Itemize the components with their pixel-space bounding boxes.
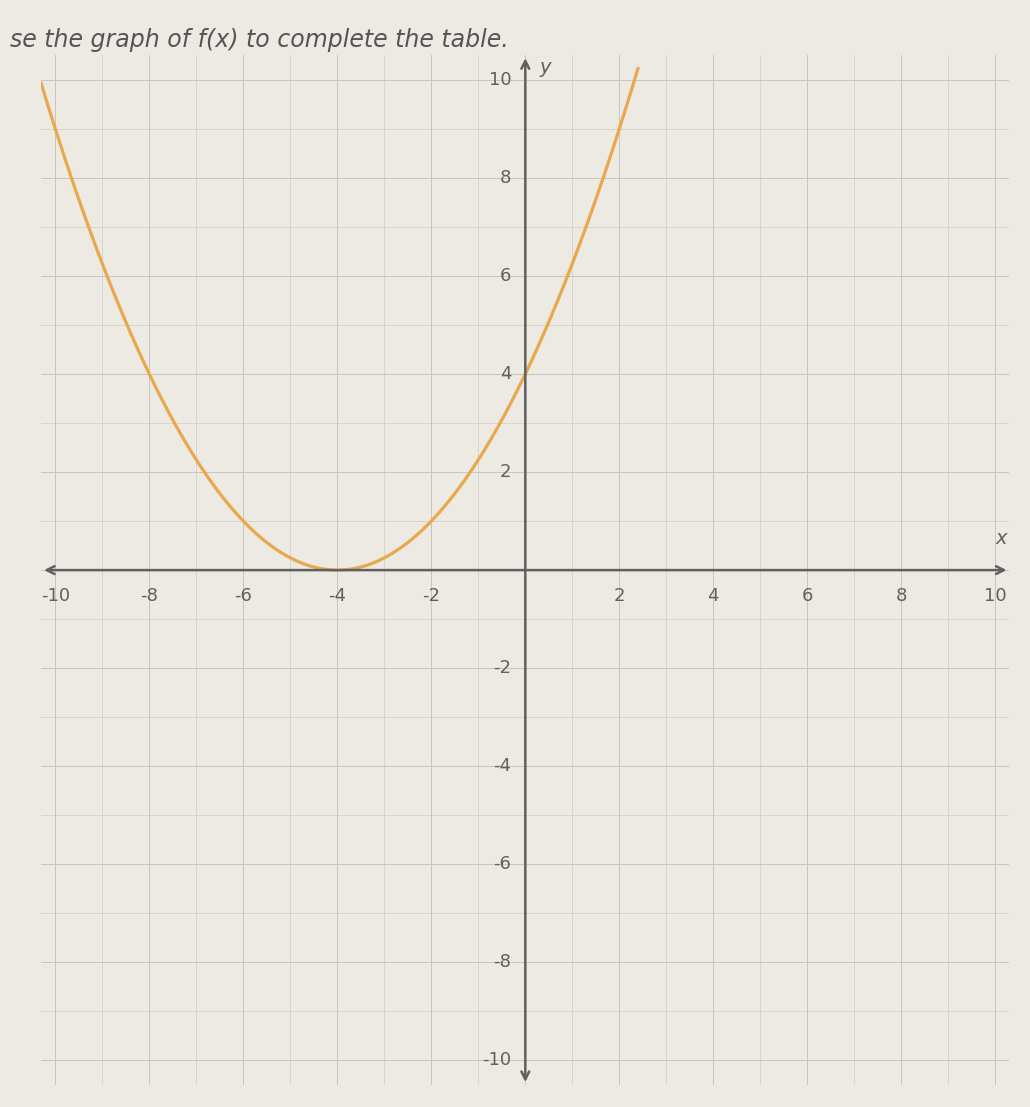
Text: -10: -10 [482,1052,511,1069]
Text: -2: -2 [493,659,511,677]
Text: 10: 10 [984,587,1006,606]
Text: x: x [996,529,1007,548]
Text: 4: 4 [500,365,511,383]
Text: 2: 2 [500,463,511,482]
Text: 10: 10 [488,71,511,89]
Text: 6: 6 [500,267,511,284]
Text: -4: -4 [493,757,511,775]
Text: 4: 4 [708,587,719,606]
Text: 6: 6 [801,587,813,606]
Text: -6: -6 [493,856,511,873]
Text: -10: -10 [41,587,70,606]
Text: -4: -4 [329,587,346,606]
Text: 8: 8 [896,587,907,606]
Text: -8: -8 [493,953,511,971]
Text: 2: 2 [614,587,625,606]
Text: y: y [540,58,551,76]
Text: -8: -8 [140,587,159,606]
Text: 8: 8 [500,169,511,187]
Text: -6: -6 [235,587,252,606]
Text: se the graph of f(x) to complete the table.: se the graph of f(x) to complete the tab… [10,28,509,52]
Text: -2: -2 [422,587,440,606]
